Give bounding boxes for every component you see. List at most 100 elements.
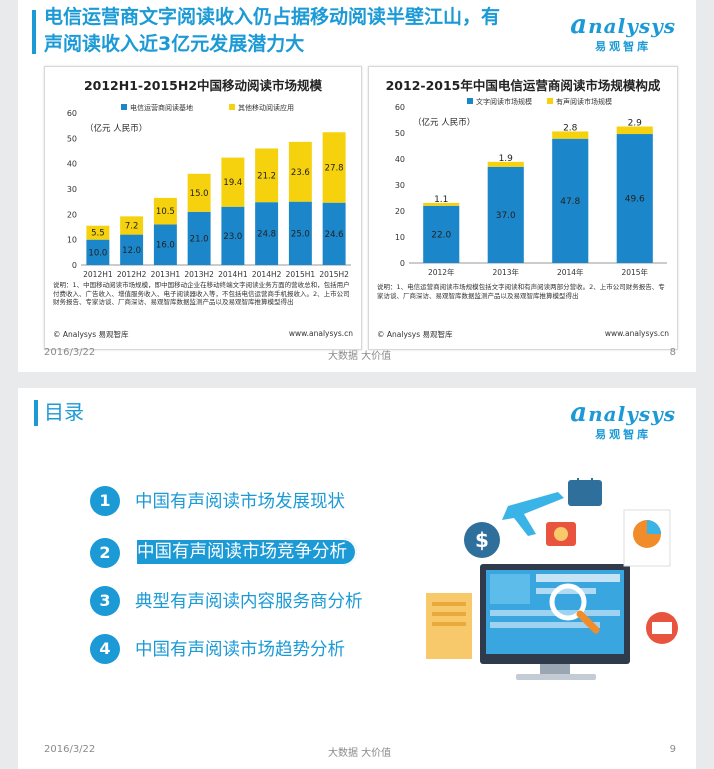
legend-label: 文字阅读市场规模 <box>476 97 532 106</box>
bar-segment <box>616 126 653 135</box>
svg-text:$: $ <box>475 528 489 552</box>
bar-segment <box>187 173 211 212</box>
x-tick-label: 2015H1 <box>286 270 316 279</box>
x-tick-label: 2014H1 <box>218 270 248 279</box>
data-label: 22.0 <box>431 230 451 240</box>
page-number: 9 <box>669 744 676 755</box>
slide-8: 电信运营商文字阅读收入仍占据移动阅读半壁江山，有声阅读收入近3亿元发展潜力大 a… <box>18 0 696 372</box>
chart-note: 说明：1、电信运营商阅读市场规模包括文字阅读和有声阅读两部分营收。2、上市公司财… <box>377 283 665 300</box>
bar-segment <box>423 202 460 206</box>
data-label: 16.0 <box>156 241 175 251</box>
y-tick-label: 20 <box>395 207 405 216</box>
data-label: 1.9 <box>499 154 514 164</box>
y-tick-label: 60 <box>67 109 77 118</box>
data-label: 19.4 <box>223 178 242 188</box>
title-accent-bar <box>32 10 36 54</box>
data-label: 49.6 <box>625 195 645 205</box>
y-tick-label: 50 <box>395 129 405 138</box>
bar-segment <box>86 239 110 265</box>
x-tick-label: 2013年 <box>492 267 519 277</box>
chart-title: 2012-2015年中国电信运营商阅读市场规模构成 <box>385 78 661 93</box>
legend-label: 其他移动阅读应用 <box>238 103 294 112</box>
axis-unit-label: （亿元 人民币） <box>85 123 147 134</box>
bar-segment <box>255 148 279 203</box>
data-label: 5.5 <box>91 229 105 239</box>
y-tick-label: 30 <box>395 181 405 190</box>
legend-swatch <box>467 98 473 104</box>
bar-segment <box>255 202 279 265</box>
slide-footer: 2016/3/22 大数据 大价值 8 <box>44 347 676 362</box>
slide-title: 电信运营商文字阅读收入仍占据移动阅读半壁江山，有声阅读收入近3亿元发展潜力大 <box>44 6 501 55</box>
bar-segment <box>86 225 110 240</box>
axis-unit-label: （亿元 人民币） <box>413 117 475 128</box>
x-tick-label: 2013H1 <box>151 270 181 279</box>
y-tick-label: 20 <box>67 210 77 219</box>
data-label: 25.0 <box>291 229 310 239</box>
bar-segment <box>120 216 144 235</box>
slide-9: 目录 analysys 易观智库 1 中国有声阅读市场发展现状 2 中国有声阅读… <box>18 388 696 769</box>
bar-segment <box>153 224 177 265</box>
data-label: 21.0 <box>190 234 209 244</box>
data-label: 37.0 <box>496 211 516 221</box>
data-label: 2.9 <box>628 119 643 129</box>
data-label: 23.0 <box>223 232 242 242</box>
data-label: 10.0 <box>88 248 107 258</box>
chart-title: 2012H1-2015H2中国移动阅读市场规模 <box>83 78 323 93</box>
y-tick-label: 50 <box>67 134 77 143</box>
chart-operator-reading-composition: 文字阅读市场规模 有声阅读市场规模 （亿元 人民币） 0 10 20 30 40 50 60 22.… <box>395 97 667 277</box>
data-label: 10.5 <box>156 207 175 217</box>
data-label: 24.8 <box>257 230 276 240</box>
bar-segment <box>288 141 312 202</box>
bar-segment <box>288 201 312 265</box>
legend-label: 有声阅读市场规模 <box>556 97 612 106</box>
x-tick-label: 2012年 <box>428 267 455 277</box>
x-tick-label: 2014年 <box>557 267 584 277</box>
data-label: 23.6 <box>291 168 310 178</box>
y-tick-label: 0 <box>400 259 405 268</box>
chart-mobile-reading-market: 电信运营商阅读基地 其他移动阅读应用 （亿元 人民币） 0 10 20 30 40 50 60 10… <box>67 103 351 279</box>
chart-source: © Analysys 易观智库 www.analysys.cn <box>377 329 669 339</box>
bar-segment <box>322 202 346 265</box>
page-number: 8 <box>669 347 676 358</box>
data-label: 47.8 <box>560 197 580 207</box>
x-tick-label: 2013H2 <box>184 270 214 279</box>
legend-swatch <box>121 104 127 110</box>
y-tick-label: 10 <box>395 233 405 242</box>
legend-label: 电信运营商阅读基地 <box>130 103 193 112</box>
y-tick-label: 10 <box>67 236 77 245</box>
bar-segment <box>221 206 245 265</box>
y-tick-label: 40 <box>67 160 77 169</box>
x-tick-label: 2015H2 <box>319 270 349 279</box>
chart-panel-mobile-reading: 2012H1-2015H2中国移动阅读市场规模 电信运营商阅读基地 其他移动阅读应… <box>44 66 362 350</box>
magnifier-icon <box>549 583 587 621</box>
bar-segment <box>487 161 524 167</box>
data-label: 27.8 <box>325 163 344 173</box>
bar-segment <box>552 138 589 263</box>
bar-segment <box>322 132 346 203</box>
x-tick-label: 2012H2 <box>117 270 147 279</box>
data-label: 7.2 <box>125 221 139 231</box>
analysys-logo: analysys 易观智库 <box>570 10 676 53</box>
toc-title: 目录 <box>44 400 84 424</box>
briefcase-icon <box>568 480 602 506</box>
title-accent-bar <box>34 400 38 426</box>
data-label: 1.1 <box>434 195 448 205</box>
data-label: 12.0 <box>122 246 141 256</box>
bar-segment <box>616 134 653 263</box>
data-label: 15.0 <box>190 189 209 199</box>
x-tick-label: 2014H2 <box>252 270 282 279</box>
x-tick-label: 2012H1 <box>83 270 113 279</box>
chart-panel-operator-reading: 2012-2015年中国电信运营商阅读市场规模构成 文字阅读市场规模 有声阅读市场… <box>368 66 678 350</box>
bar-segment <box>153 197 177 225</box>
slide-footer: 2016/3/22 大数据 大价值 9 <box>44 744 676 759</box>
y-tick-label: 30 <box>67 185 77 194</box>
bar-segment <box>552 131 589 139</box>
airplane-icon <box>502 492 564 536</box>
analysys-logo: analysys 易观智库 <box>570 398 676 441</box>
y-tick-label: 40 <box>395 155 405 164</box>
bar-segment <box>423 205 460 263</box>
bar-segment <box>487 166 524 263</box>
dollar-icon <box>464 522 500 558</box>
legend-swatch <box>547 98 553 104</box>
bar-segment <box>221 157 245 207</box>
